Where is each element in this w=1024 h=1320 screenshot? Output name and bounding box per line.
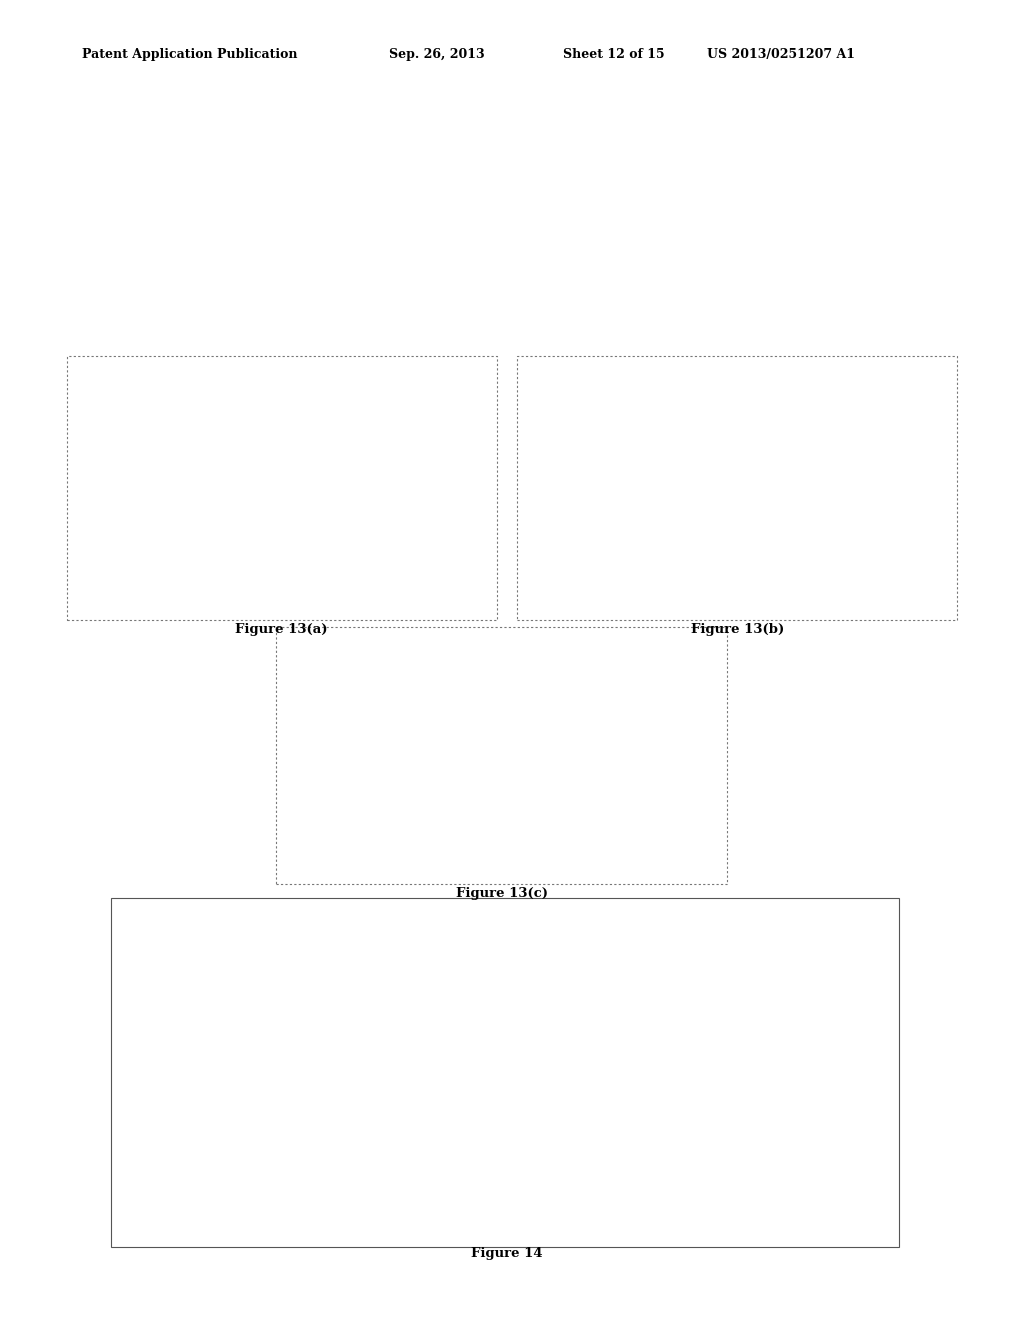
- Text: Patent Application Publication: Patent Application Publication: [82, 48, 297, 61]
- FROC of NEO: [291, 1011, 303, 1027]
- Line: FROC of Naqa: FROC of Naqa: [207, 981, 837, 1158]
- FROC plot of Naqa
[5]: [151, 440, 163, 455]
- FROC of NEO: [356, 995, 369, 1011]
- FROC of Naqa: [414, 981, 426, 997]
- FROC plot of Naqa
[5]: [133, 479, 145, 495]
- Legend: FROC plot of Naqa
[5], FROC plot of NEO: FROC plot of Naqa [5], FROC plot of NEO: [343, 459, 441, 498]
- FROC of NEO: [583, 479, 595, 495]
- FROC plot of NEO: [287, 403, 299, 418]
- FROC of NEO: [522, 982, 535, 998]
- FROC of Naqa [5]: [876, 403, 888, 418]
- FROC of Naqa [5]: [550, 673, 562, 689]
- FROC plot of Naqa
[5]: [173, 414, 185, 430]
- FROC of Naqa: [283, 1002, 295, 1018]
- FROC plot of NEO: [133, 433, 145, 449]
- FROC of Naqa [5]: [335, 809, 347, 825]
- FROC of Naqa: [339, 987, 351, 1003]
- X-axis label: FP/Image: FP/Image: [722, 601, 763, 610]
- FROC of NEO: [421, 673, 433, 689]
- FROC plot of NEO: [352, 403, 365, 418]
- FROC of Naqa [5]: [347, 775, 359, 791]
- Line: FROC of NEO: FROC of NEO: [206, 981, 838, 1159]
- FROC of Naqa: [741, 975, 754, 991]
- Line: FROC of Naqa [5]: FROC of Naqa [5]: [339, 678, 644, 820]
- FROC of Naqa [5]: [574, 556, 587, 572]
- FROC of Naqa [5]: [392, 704, 404, 719]
- X-axis label: FP/Image: FP/Image: [483, 871, 525, 880]
- X-axis label: FP/Image: FP/Image: [261, 601, 302, 610]
- Text: Figure 13(b): Figure 13(b): [690, 623, 784, 636]
- FROC plot of Naqa
[5]: [210, 408, 222, 424]
- FROC of NEO: [828, 975, 841, 991]
- Y-axis label: T
P
R: T P R: [82, 463, 88, 494]
- FROC of NEO: [370, 685, 382, 701]
- Text: Sep. 26, 2013: Sep. 26, 2013: [389, 48, 484, 61]
- FROC of Naqa [5]: [667, 416, 679, 432]
- FROC plot of Naqa
[5]: [395, 403, 408, 418]
- Text: Sheet 12 of 15: Sheet 12 of 15: [563, 48, 665, 61]
- FROC plot of NEO: [188, 403, 201, 418]
- FROC of NEO: [600, 445, 612, 461]
- FROC of Naqa: [204, 1147, 216, 1163]
- FROC of NEO: [684, 408, 696, 424]
- Text: Figure 14: Figure 14: [471, 1247, 543, 1261]
- FROC plot of Naqa
[5]: [123, 539, 135, 554]
- FROC of Naqa: [610, 975, 623, 991]
- FROC of NEO: [736, 403, 749, 418]
- X-axis label: FP/Image: FP/Image: [486, 1224, 527, 1233]
- FROC of Naqa [5]: [632, 445, 644, 461]
- FROC plot of NEO: [418, 403, 430, 418]
- FROC of NEO: [204, 1147, 216, 1163]
- FROC of NEO: [649, 416, 662, 432]
- FROC of NEO: [532, 673, 545, 689]
- FROC plot of NEO: [231, 403, 244, 418]
- FROC of Naqa: [501, 975, 513, 991]
- FROC of NEO: [340, 775, 352, 791]
- FROC of Naqa [5]: [365, 738, 377, 754]
- FROC of NEO: [464, 673, 476, 689]
- Line: FROC of NEO: FROC of NEO: [336, 677, 542, 821]
- Text: Figure 13(a): Figure 13(a): [236, 623, 328, 636]
- FROC of NEO: [239, 1064, 251, 1080]
- FROC of NEO: [392, 678, 404, 694]
- Legend: FROC of Naqa [5], FROC of NEO: FROC of Naqa [5], FROC of NEO: [818, 465, 912, 492]
- FROC of Naqa: [828, 975, 841, 991]
- Line: FROC plot of Naqa
[5]: FROC plot of Naqa [5]: [126, 408, 404, 549]
- Text: Figure 13(c): Figure 13(c): [456, 887, 548, 900]
- FROC of NEO: [352, 733, 365, 748]
- Line: FROC of NEO: FROC of NEO: [573, 407, 833, 546]
- FROC of Naqa [5]: [606, 479, 618, 495]
- Line: FROC of Naqa [5]: FROC of Naqa [5]: [579, 408, 884, 566]
- FROC of NEO: [823, 403, 836, 418]
- FROC plot of Naqa
[5]: [330, 403, 342, 418]
- Legend: FROC of Naqa [5], FROC of NEO: FROC of Naqa [5], FROC of NEO: [578, 735, 672, 763]
- FROC of NEO: [610, 981, 623, 997]
- FROC plot of Naqa
[5]: [264, 403, 276, 418]
- Y-axis label: T
P
R: T P R: [297, 734, 303, 764]
- Y-axis label: T
P
R: T P R: [532, 463, 539, 494]
- FROC of NEO: [334, 809, 346, 825]
- FROC of Naqa [5]: [481, 678, 494, 694]
- FROC of NEO: [741, 978, 754, 994]
- FROC of Naqa [5]: [635, 673, 648, 689]
- Text: US 2013/0251207 A1: US 2013/0251207 A1: [707, 48, 855, 61]
- FROC of NEO: [571, 536, 584, 552]
- FROC of NEO: [623, 428, 635, 444]
- FROC plot of NEO: [123, 539, 135, 554]
- Y-axis label: T
P
R: T P R: [143, 1057, 150, 1086]
- FROC of Naqa [5]: [788, 403, 801, 418]
- FROC of Naqa [5]: [719, 408, 731, 424]
- FROC of Naqa [5]: [430, 681, 442, 697]
- Legend: FROC of Naqa, FROC of NEO: FROC of Naqa, FROC of NEO: [750, 1057, 830, 1086]
- FROC plot of NEO: [156, 411, 168, 426]
- FROC of Naqa [5]: [588, 521, 600, 537]
- Line: FROC plot of NEO: FROC plot of NEO: [125, 407, 427, 550]
- FROC of Naqa: [239, 1064, 251, 1080]
- FROC of NEO: [435, 989, 447, 1005]
